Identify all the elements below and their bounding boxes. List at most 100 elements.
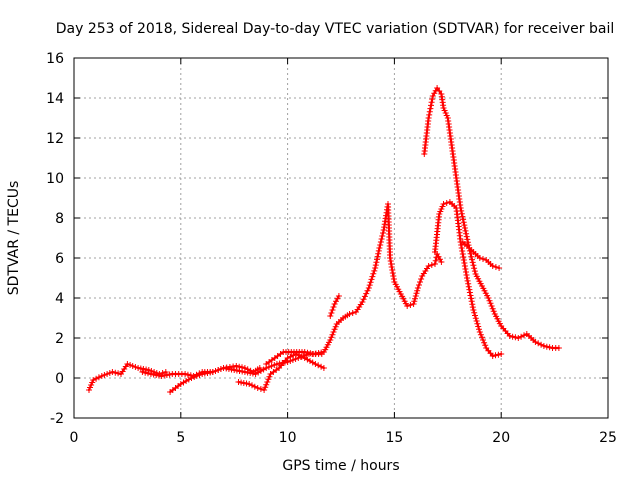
data-point-marker (379, 233, 386, 239)
data-point-marker (473, 318, 480, 324)
y-tick-label: 4 (55, 291, 64, 307)
data-point-marker (407, 302, 414, 308)
data-point-marker (414, 285, 421, 291)
data-point-marker (184, 371, 191, 378)
data-point-marker (331, 301, 338, 307)
data-point-marker (546, 344, 553, 351)
data-point-marker (471, 265, 478, 272)
data-point-marker (365, 285, 372, 291)
data-point-marker (480, 337, 486, 343)
data-point-marker (489, 263, 496, 269)
data-point-marker (538, 341, 545, 348)
data-point-marker (359, 299, 366, 305)
data-point-marker (301, 349, 308, 355)
data-point-marker (471, 309, 478, 316)
axis-ticks (73, 57, 609, 419)
data-point-marker (346, 311, 353, 317)
data-point-marker (372, 265, 379, 271)
data-point-marker (261, 387, 268, 393)
data-point-marker (490, 308, 497, 315)
y-tick-label: 2 (55, 331, 64, 347)
data-point-marker (109, 369, 116, 375)
data-point-marker (388, 264, 395, 270)
data-point-marker (290, 352, 297, 359)
data-point-marker (361, 293, 368, 300)
data-point-marker (101, 372, 108, 378)
data-point-marker (188, 375, 195, 381)
data-point-marker (145, 367, 152, 373)
y-axis-label: SDTVAR / TECUs (6, 181, 22, 296)
data-point-marker (476, 329, 483, 335)
data-point-marker (532, 339, 539, 345)
data-point-marker (95, 374, 102, 381)
data-point-marker (124, 361, 131, 367)
data-point-marker (472, 312, 478, 319)
data-point-marker (366, 282, 373, 289)
data-point-marker (330, 329, 337, 335)
data-point-marker (373, 259, 380, 266)
data-point-marker (428, 262, 435, 268)
data-point-marker (495, 351, 502, 358)
data-point-marker (241, 365, 248, 371)
data-point-marker (193, 373, 200, 379)
y-tick-label: -2 (50, 411, 64, 427)
y-tick-label: 12 (46, 131, 64, 147)
series-satellite-track-d (235, 351, 327, 393)
data-point-marker (217, 366, 224, 372)
data-point-marker (469, 259, 476, 266)
data-point-marker (335, 293, 342, 299)
data-point-marker (515, 335, 522, 341)
data-point-marker (467, 292, 474, 299)
data-point-marker (492, 352, 499, 359)
data-point-marker (428, 99, 435, 106)
data-point-marker (266, 373, 273, 380)
data-point-marker (369, 273, 376, 280)
data-point-marker (431, 90, 438, 97)
series-line (265, 202, 443, 366)
data-series (86, 85, 562, 395)
data-point-marker (312, 361, 319, 367)
data-point-marker (465, 280, 472, 287)
data-point-marker (254, 385, 261, 391)
data-point-marker (476, 255, 483, 261)
data-point-marker (307, 350, 314, 357)
data-point-marker (472, 315, 479, 322)
data-point-marker (426, 108, 433, 115)
data-point-marker (349, 310, 356, 316)
data-point-marker (390, 273, 397, 279)
data-point-marker (460, 216, 467, 223)
data-point-marker (244, 366, 251, 373)
data-point-marker (115, 370, 122, 377)
data-point-marker (412, 293, 419, 299)
data-point-marker (474, 320, 481, 327)
data-point-marker (320, 365, 327, 371)
data-point-marker (471, 268, 478, 275)
data-point-marker (481, 339, 488, 346)
data-point-marker (378, 236, 385, 242)
data-point-marker (251, 383, 258, 390)
data-point-marker (509, 333, 516, 340)
data-point-marker (413, 290, 420, 297)
data-point-marker (463, 230, 470, 237)
series-satellite-track-i (459, 239, 503, 271)
data-point-marker (318, 363, 325, 370)
data-point-marker (233, 363, 240, 369)
data-point-marker (329, 331, 336, 338)
data-point-marker (479, 334, 485, 341)
data-point-marker (443, 200, 450, 206)
data-point-marker (487, 300, 494, 307)
data-point-marker (374, 253, 381, 260)
data-point-marker (209, 369, 216, 375)
data-point-marker (488, 303, 495, 309)
data-point-marker (438, 259, 445, 265)
data-point-marker (284, 355, 291, 361)
data-point-marker (363, 290, 370, 297)
data-point-marker (265, 376, 272, 383)
tick-labels: 0 5 10 15 20 25 -2 0 2 4 6 8 10 12 14 16 (46, 51, 617, 446)
data-point-marker (367, 279, 374, 286)
data-point-marker (327, 337, 334, 343)
data-point-marker (196, 372, 203, 378)
data-point-marker (414, 287, 421, 294)
data-point-marker (461, 225, 468, 231)
